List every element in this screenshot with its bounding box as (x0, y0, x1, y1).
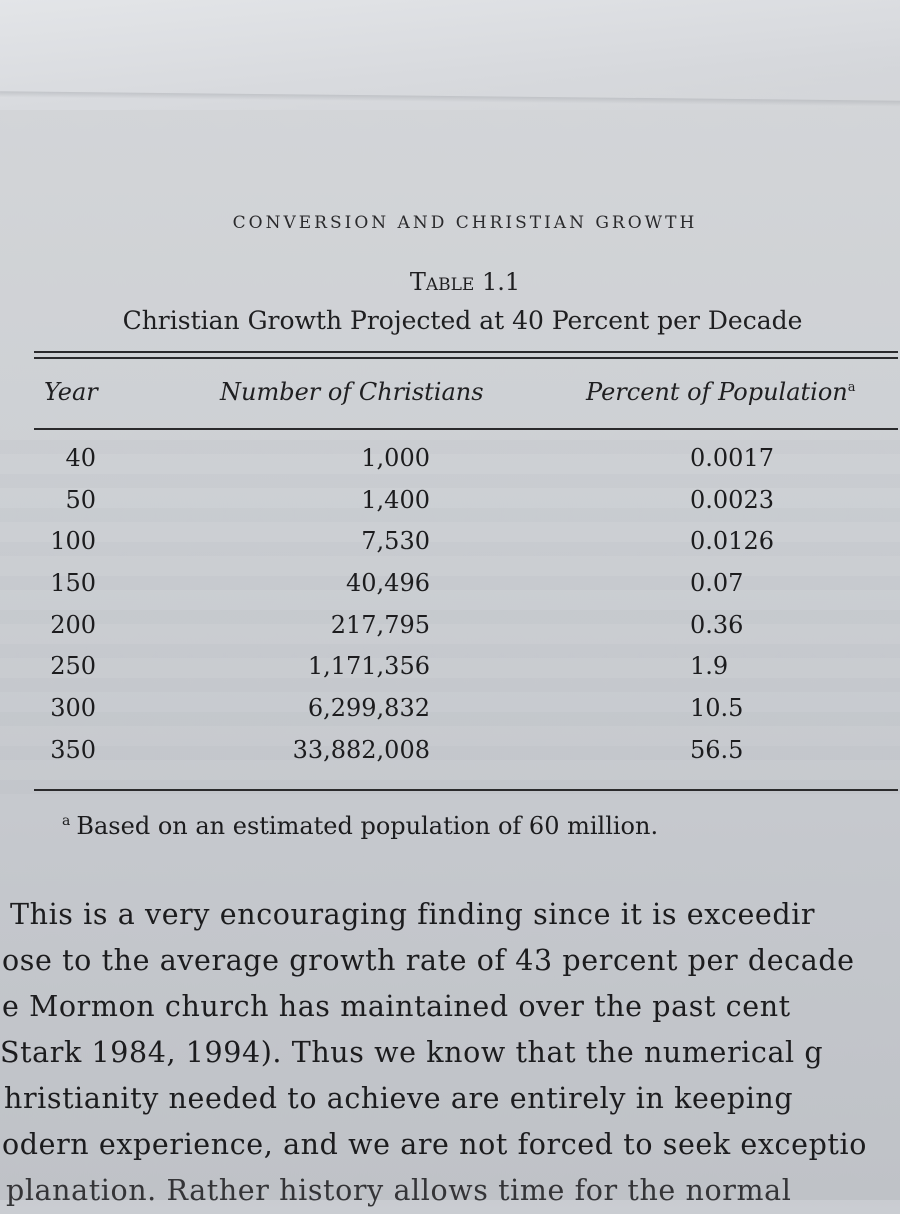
table-header-rule (34, 428, 898, 430)
cell-year: 150 (50, 569, 96, 598)
table-top-rule (34, 351, 898, 353)
cell-percent: 10.5 (690, 694, 744, 723)
cell-percent: 1.9 (690, 652, 729, 681)
table-bottom-rule (34, 789, 898, 791)
column-header-year: Year (44, 378, 98, 406)
cell-year: 200 (50, 610, 96, 639)
cell-number: 1,400 (361, 485, 430, 514)
cell-percent: 0.0023 (690, 485, 774, 514)
cell-year: 300 (50, 694, 96, 723)
table-row: 300 6,299,832 10.5 (0, 694, 900, 736)
cell-number: 33,882,008 (292, 735, 430, 764)
body-line: odern experience, and we are not forced … (2, 1128, 867, 1161)
footnote-marker: a (62, 813, 71, 829)
column-header-number: Number of Christians (220, 378, 484, 406)
body-line: hristianity needed to achieve are entire… (4, 1082, 794, 1115)
footnote-text: Based on an estimated population of 60 m… (76, 812, 659, 840)
body-line: e Mormon church has maintained over the … (2, 990, 791, 1023)
cell-year: 40 (65, 444, 96, 472)
cell-year: 250 (50, 652, 96, 681)
table-number: Table 1.1 (0, 268, 900, 296)
cell-year: 100 (50, 527, 96, 556)
table-label: Table (409, 268, 475, 296)
table-body: 40 1,000 0.0017 50 1,400 0.0023 100 7,53… (0, 444, 900, 778)
table-row: 40 1,000 0.0017 (0, 444, 900, 486)
table-row: 150 40,496 0.07 (0, 569, 900, 611)
cell-percent: 0.0126 (690, 527, 774, 556)
cell-year: 50 (65, 485, 96, 514)
cell-number: 40,496 (346, 569, 430, 598)
table-row: 200 217,795 0.36 (0, 611, 900, 653)
body-line: planation. Rather history allows time fo… (6, 1174, 792, 1207)
cell-year: 350 (50, 735, 96, 764)
cell-number: 6,299,832 (307, 694, 430, 723)
column-header-percent-label: Percent of Population (586, 378, 848, 406)
body-line: ose to the average growth rate of 43 per… (2, 944, 855, 977)
cell-percent: 0.0017 (690, 444, 774, 472)
table-row: 100 7,530 0.0126 (0, 527, 900, 569)
running-head: CONVERSION AND CHRISTIAN GROWTH (232, 213, 698, 233)
table-row: 350 33,882,008 56.5 (0, 736, 900, 778)
table-row: 50 1,400 0.0023 (0, 486, 900, 528)
table-row: 250 1,171,356 1.9 (0, 652, 900, 694)
footnote-mark: a (847, 380, 856, 395)
cell-number: 217,795 (330, 610, 430, 639)
cell-percent: 0.36 (690, 610, 744, 639)
body-line: Stark 1984, 1994). Thus we know that the… (0, 1036, 824, 1069)
column-header-percent: Percent of Populationa (586, 378, 856, 406)
cell-percent: 0.07 (690, 569, 744, 598)
table-caption: Christian Growth Projected at 40 Percent… (122, 306, 803, 335)
cell-number: 7,530 (361, 527, 430, 556)
page-edge-shadow (0, 0, 900, 110)
cell-percent: 56.5 (690, 735, 744, 764)
cell-number: 1,000 (361, 444, 430, 472)
table-number-value: 1.1 (481, 268, 521, 296)
cell-number: 1,171,356 (307, 652, 430, 681)
body-line: This is a very encouraging finding since… (10, 898, 816, 931)
body-paragraph: This is a very encouraging finding since… (0, 892, 900, 1214)
table-footnote: a Based on an estimated population of 60 … (62, 812, 658, 840)
table-top-rule-second (34, 357, 898, 359)
